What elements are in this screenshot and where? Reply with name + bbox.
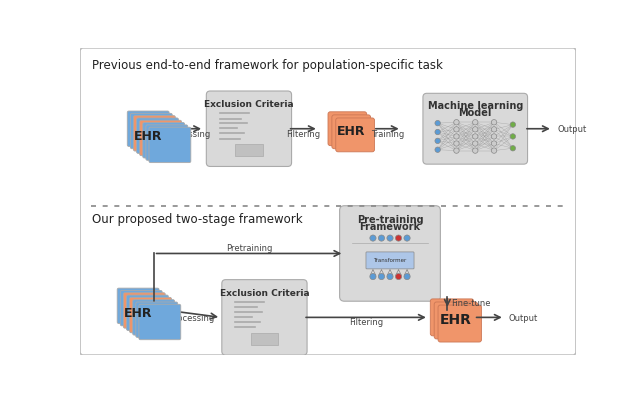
Text: Previous end-to-end framework for population-specific task: Previous end-to-end framework for popula… <box>92 59 444 72</box>
FancyBboxPatch shape <box>131 113 172 149</box>
FancyBboxPatch shape <box>146 125 188 160</box>
Circle shape <box>472 134 478 139</box>
Text: Exclusion Criteria: Exclusion Criteria <box>220 289 309 298</box>
FancyBboxPatch shape <box>132 300 175 335</box>
FancyBboxPatch shape <box>438 305 481 342</box>
Circle shape <box>404 273 410 280</box>
Text: EHR: EHR <box>337 125 365 138</box>
Text: Fine-tune: Fine-tune <box>451 298 491 308</box>
FancyBboxPatch shape <box>136 118 179 153</box>
FancyBboxPatch shape <box>336 118 374 152</box>
FancyBboxPatch shape <box>129 297 172 333</box>
Circle shape <box>404 235 410 241</box>
FancyBboxPatch shape <box>127 295 168 330</box>
FancyBboxPatch shape <box>140 120 182 156</box>
Text: Processing: Processing <box>169 314 214 324</box>
Text: Output: Output <box>509 314 538 323</box>
FancyBboxPatch shape <box>117 288 159 324</box>
Circle shape <box>472 126 478 132</box>
Circle shape <box>454 148 459 153</box>
FancyBboxPatch shape <box>120 290 162 326</box>
Text: Exclusion Criteria: Exclusion Criteria <box>204 101 294 109</box>
Circle shape <box>472 148 478 153</box>
Circle shape <box>378 235 385 241</box>
FancyBboxPatch shape <box>340 206 440 301</box>
Circle shape <box>454 120 459 125</box>
Text: Pre-training: Pre-training <box>356 215 423 225</box>
Text: EHR: EHR <box>124 307 152 320</box>
Circle shape <box>435 120 440 126</box>
Circle shape <box>435 138 440 144</box>
Text: Pretraining: Pretraining <box>226 243 272 253</box>
Circle shape <box>435 129 440 135</box>
Circle shape <box>472 141 478 146</box>
Text: EHR: EHR <box>134 130 163 143</box>
Text: EHR: EHR <box>440 314 472 328</box>
FancyBboxPatch shape <box>143 122 184 158</box>
Circle shape <box>472 120 478 125</box>
FancyBboxPatch shape <box>127 111 169 146</box>
Circle shape <box>492 120 497 125</box>
Text: Filtering: Filtering <box>286 130 320 138</box>
Circle shape <box>435 147 440 152</box>
FancyBboxPatch shape <box>235 144 263 156</box>
Circle shape <box>492 134 497 139</box>
Text: Our proposed two-stage framework: Our proposed two-stage framework <box>92 213 303 226</box>
FancyBboxPatch shape <box>430 299 474 336</box>
Text: Framework: Framework <box>360 222 420 232</box>
FancyBboxPatch shape <box>124 293 165 328</box>
Circle shape <box>396 235 402 241</box>
Circle shape <box>510 134 516 139</box>
FancyBboxPatch shape <box>139 304 180 340</box>
Circle shape <box>396 273 402 280</box>
FancyBboxPatch shape <box>434 302 477 339</box>
Circle shape <box>387 235 393 241</box>
Text: Processing: Processing <box>165 130 211 138</box>
Text: Filtering: Filtering <box>349 318 383 327</box>
FancyBboxPatch shape <box>136 302 178 338</box>
Circle shape <box>510 122 516 127</box>
FancyBboxPatch shape <box>328 112 367 146</box>
FancyBboxPatch shape <box>250 333 278 345</box>
FancyBboxPatch shape <box>222 280 307 355</box>
FancyBboxPatch shape <box>423 93 527 164</box>
Text: Model: Model <box>459 109 492 119</box>
Circle shape <box>492 141 497 146</box>
Circle shape <box>387 273 393 280</box>
Circle shape <box>370 235 376 241</box>
Circle shape <box>454 141 459 146</box>
Circle shape <box>370 273 376 280</box>
FancyBboxPatch shape <box>366 252 414 269</box>
FancyBboxPatch shape <box>206 91 292 166</box>
Circle shape <box>454 126 459 132</box>
Circle shape <box>378 273 385 280</box>
FancyBboxPatch shape <box>80 48 576 355</box>
Circle shape <box>454 134 459 139</box>
Circle shape <box>492 126 497 132</box>
FancyBboxPatch shape <box>134 116 175 151</box>
Circle shape <box>510 146 516 151</box>
FancyBboxPatch shape <box>332 115 371 149</box>
Text: Output: Output <box>557 125 587 134</box>
Text: Transformer: Transformer <box>373 258 406 263</box>
Circle shape <box>492 148 497 153</box>
Text: Machine learning: Machine learning <box>428 101 523 111</box>
Text: Training: Training <box>371 130 404 138</box>
FancyBboxPatch shape <box>149 127 191 163</box>
